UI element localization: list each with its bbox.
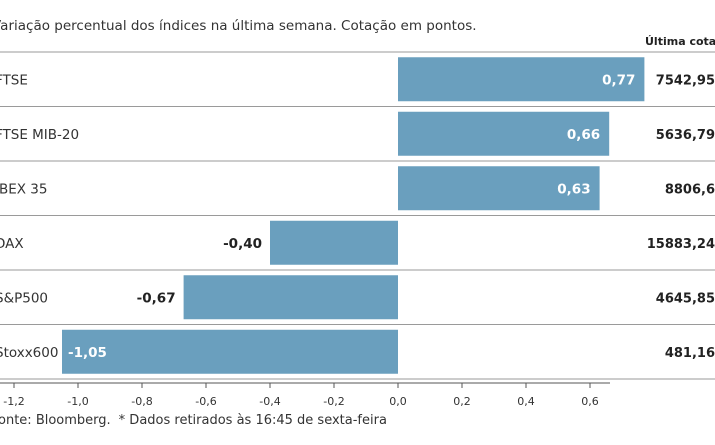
bar	[398, 111, 610, 156]
value-label: 0,63	[557, 181, 590, 197]
bar	[398, 57, 645, 102]
last-quote-value: 8806,6	[665, 182, 715, 197]
x-tick-label: 0,2	[453, 395, 471, 408]
x-tick-label: -1,2	[3, 395, 24, 408]
x-tick-label: 0,6	[581, 395, 599, 408]
bar	[398, 166, 600, 211]
x-tick-label: 0,4	[517, 395, 535, 408]
category-label: FTSE	[0, 72, 28, 88]
bar	[183, 275, 398, 320]
x-tick-label: -0,4	[259, 395, 280, 408]
value-label: 0,77	[602, 72, 635, 88]
bar-chart: FTSE 0,77 7542,95 FTSE MIB-20 0,66 5636,79 IBE…	[0, 51, 715, 408]
value-label: 0,66	[567, 127, 600, 143]
value-label: -0,67	[137, 290, 176, 306]
category-label: S&P500	[0, 290, 48, 306]
x-tick-label: -1,0	[67, 395, 88, 408]
last-quote-value: 4645,85	[656, 291, 715, 306]
last-quote-value: 481,16	[665, 346, 715, 361]
chart-subtitle: Variação percentual dos índices na últim…	[0, 18, 477, 34]
footnote-text: * Dados retirados às 16:45 de sexta-feir…	[118, 413, 387, 428]
category-label: DAX	[0, 236, 24, 252]
value-label: -0,40	[223, 236, 262, 252]
x-tick-label: -0,8	[131, 395, 152, 408]
chart-footer: Fonte: Bloomberg. * Dados retirados às 16…	[0, 413, 387, 428]
last-quote-column-header: Última cotação	[645, 35, 715, 48]
category-label: FTSE MIB-20	[0, 127, 79, 143]
category-label: Stoxx600	[0, 345, 58, 361]
last-quote-value: 15883,24	[647, 237, 715, 252]
value-label: -1,05	[68, 345, 107, 361]
x-tick-label: -0,6	[195, 395, 216, 408]
x-tick-label: 0,0	[389, 395, 407, 408]
x-tick-label: -0,2	[323, 395, 344, 408]
source-text: Fonte: Bloomberg.	[0, 413, 111, 428]
last-quote-value: 7542,95	[656, 73, 715, 88]
bar	[62, 329, 398, 374]
bar	[270, 220, 398, 265]
last-quote-value: 5636,79	[656, 128, 715, 143]
category-label: IBEX 35	[0, 181, 48, 197]
